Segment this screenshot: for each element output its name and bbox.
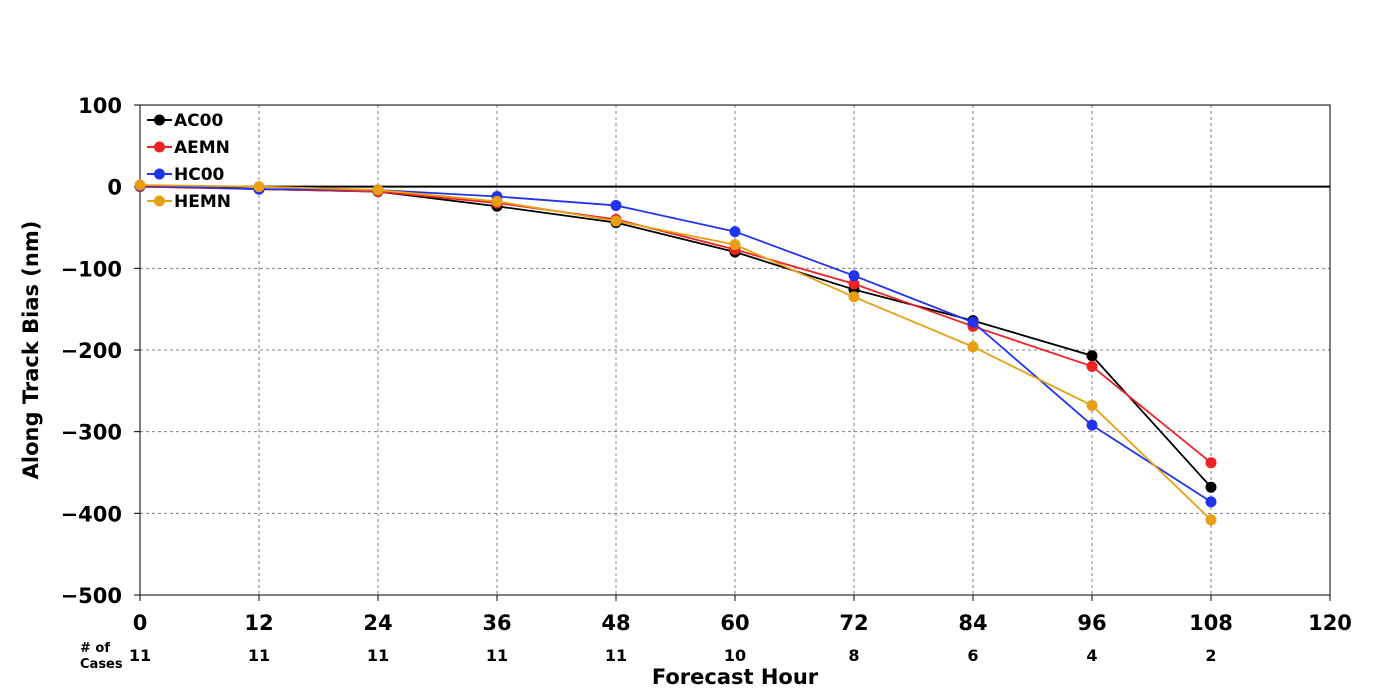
- series-line-hemn: [139, 184, 1212, 521]
- data-point-hemn: [848, 291, 860, 303]
- series-line-aemn: [139, 185, 1212, 464]
- y-tick-label: 100: [78, 94, 122, 118]
- data-point-hemn: [134, 179, 146, 191]
- y-tick-label: −300: [61, 421, 122, 445]
- y-tick-label: −400: [61, 502, 122, 526]
- series-ac00: [134, 180, 1217, 493]
- series-line-ac00: [139, 184, 1212, 488]
- x-tick-label: 0: [133, 611, 148, 635]
- data-point-hemn: [1205, 514, 1217, 526]
- data-point-hemn: [491, 195, 503, 207]
- data-point-ac00: [1205, 481, 1217, 493]
- legend-entry-hemn: HEMN: [147, 192, 231, 212]
- data-point-hc00: [1086, 419, 1098, 431]
- axes: 0 12 24 36 48 60 72 84 96 108 120 100 0 −100 −200 −300 −…: [61, 94, 1352, 635]
- y-tick-label: 0: [107, 176, 122, 200]
- cases-label-line: # of: [80, 641, 110, 656]
- y-tick-label: −100: [61, 257, 122, 281]
- legend-marker: [154, 195, 165, 207]
- cases-value: 11: [129, 646, 151, 665]
- legend-label: HEMN: [174, 192, 231, 212]
- data-point-hemn: [729, 239, 741, 251]
- x-tick-label: 120: [1308, 611, 1352, 635]
- cases-value: 2: [1205, 646, 1216, 665]
- data-point-hc00: [729, 226, 741, 238]
- legend-marker: [154, 168, 165, 180]
- grid-lines: [140, 105, 1330, 595]
- x-tick-label: 12: [244, 611, 273, 635]
- legend: AC00 AEMN HC00 HEMN: [147, 111, 231, 212]
- x-tick-label: 72: [839, 611, 868, 635]
- data-point-hc00: [1205, 496, 1217, 508]
- legend-entry-hc00: HC00: [147, 165, 225, 185]
- series-aemn: [134, 181, 1217, 469]
- data-point-hemn: [610, 215, 622, 227]
- data-series: [134, 179, 1217, 526]
- data-point-hc00: [848, 270, 860, 282]
- x-tick-label: 36: [482, 611, 511, 635]
- y-tick-label: −200: [61, 339, 122, 363]
- cases-value: 10: [724, 646, 746, 665]
- data-point-aemn: [848, 278, 860, 290]
- x-tick-label: 96: [1077, 611, 1106, 635]
- data-point-hemn: [1086, 400, 1098, 412]
- legend-label: HC00: [174, 165, 225, 185]
- data-point-hemn: [253, 181, 265, 193]
- y-axis-title: Along Track Bias (nm): [19, 221, 43, 480]
- x-tick-label: 84: [958, 611, 987, 635]
- legend-marker: [154, 114, 165, 126]
- y-tick-label: −500: [61, 584, 122, 608]
- axis-labels: Forecast Hour Along Track Bias (nm) # of Ca…: [19, 221, 1217, 689]
- cases-value: 11: [367, 646, 389, 665]
- legend-label: AC00: [174, 111, 223, 131]
- legend-marker: [154, 141, 165, 153]
- cases-value: 11: [605, 646, 627, 665]
- cases-value: 6: [967, 646, 978, 665]
- legend-label: AEMN: [174, 138, 230, 158]
- series-hemn: [134, 179, 1217, 526]
- x-tick-label: 24: [363, 611, 392, 635]
- cases-value: 11: [248, 646, 270, 665]
- data-point-hemn: [372, 184, 384, 196]
- cases-label-line: Cases: [80, 657, 123, 672]
- cases-value: 8: [848, 646, 859, 665]
- x-tick-label: 48: [601, 611, 630, 635]
- data-point-aemn: [1205, 457, 1217, 469]
- legend-entry-aemn: AEMN: [147, 138, 230, 158]
- cases-value: 11: [486, 646, 508, 665]
- data-point-ac00: [1086, 350, 1098, 362]
- cases-value: 4: [1086, 646, 1097, 665]
- cases-label: # of Cases: [80, 641, 123, 672]
- series-line-hc00: [139, 184, 1212, 503]
- data-point-hc00: [610, 199, 622, 211]
- data-point-hemn: [967, 341, 979, 353]
- data-point-aemn: [1086, 360, 1098, 372]
- x-tick-label: 108: [1189, 611, 1233, 635]
- data-point-hc00: [967, 316, 979, 328]
- legend-entry-ac00: AC00: [147, 111, 223, 131]
- x-axis-title: Forecast Hour: [652, 665, 819, 689]
- x-tick-label: 60: [720, 611, 749, 635]
